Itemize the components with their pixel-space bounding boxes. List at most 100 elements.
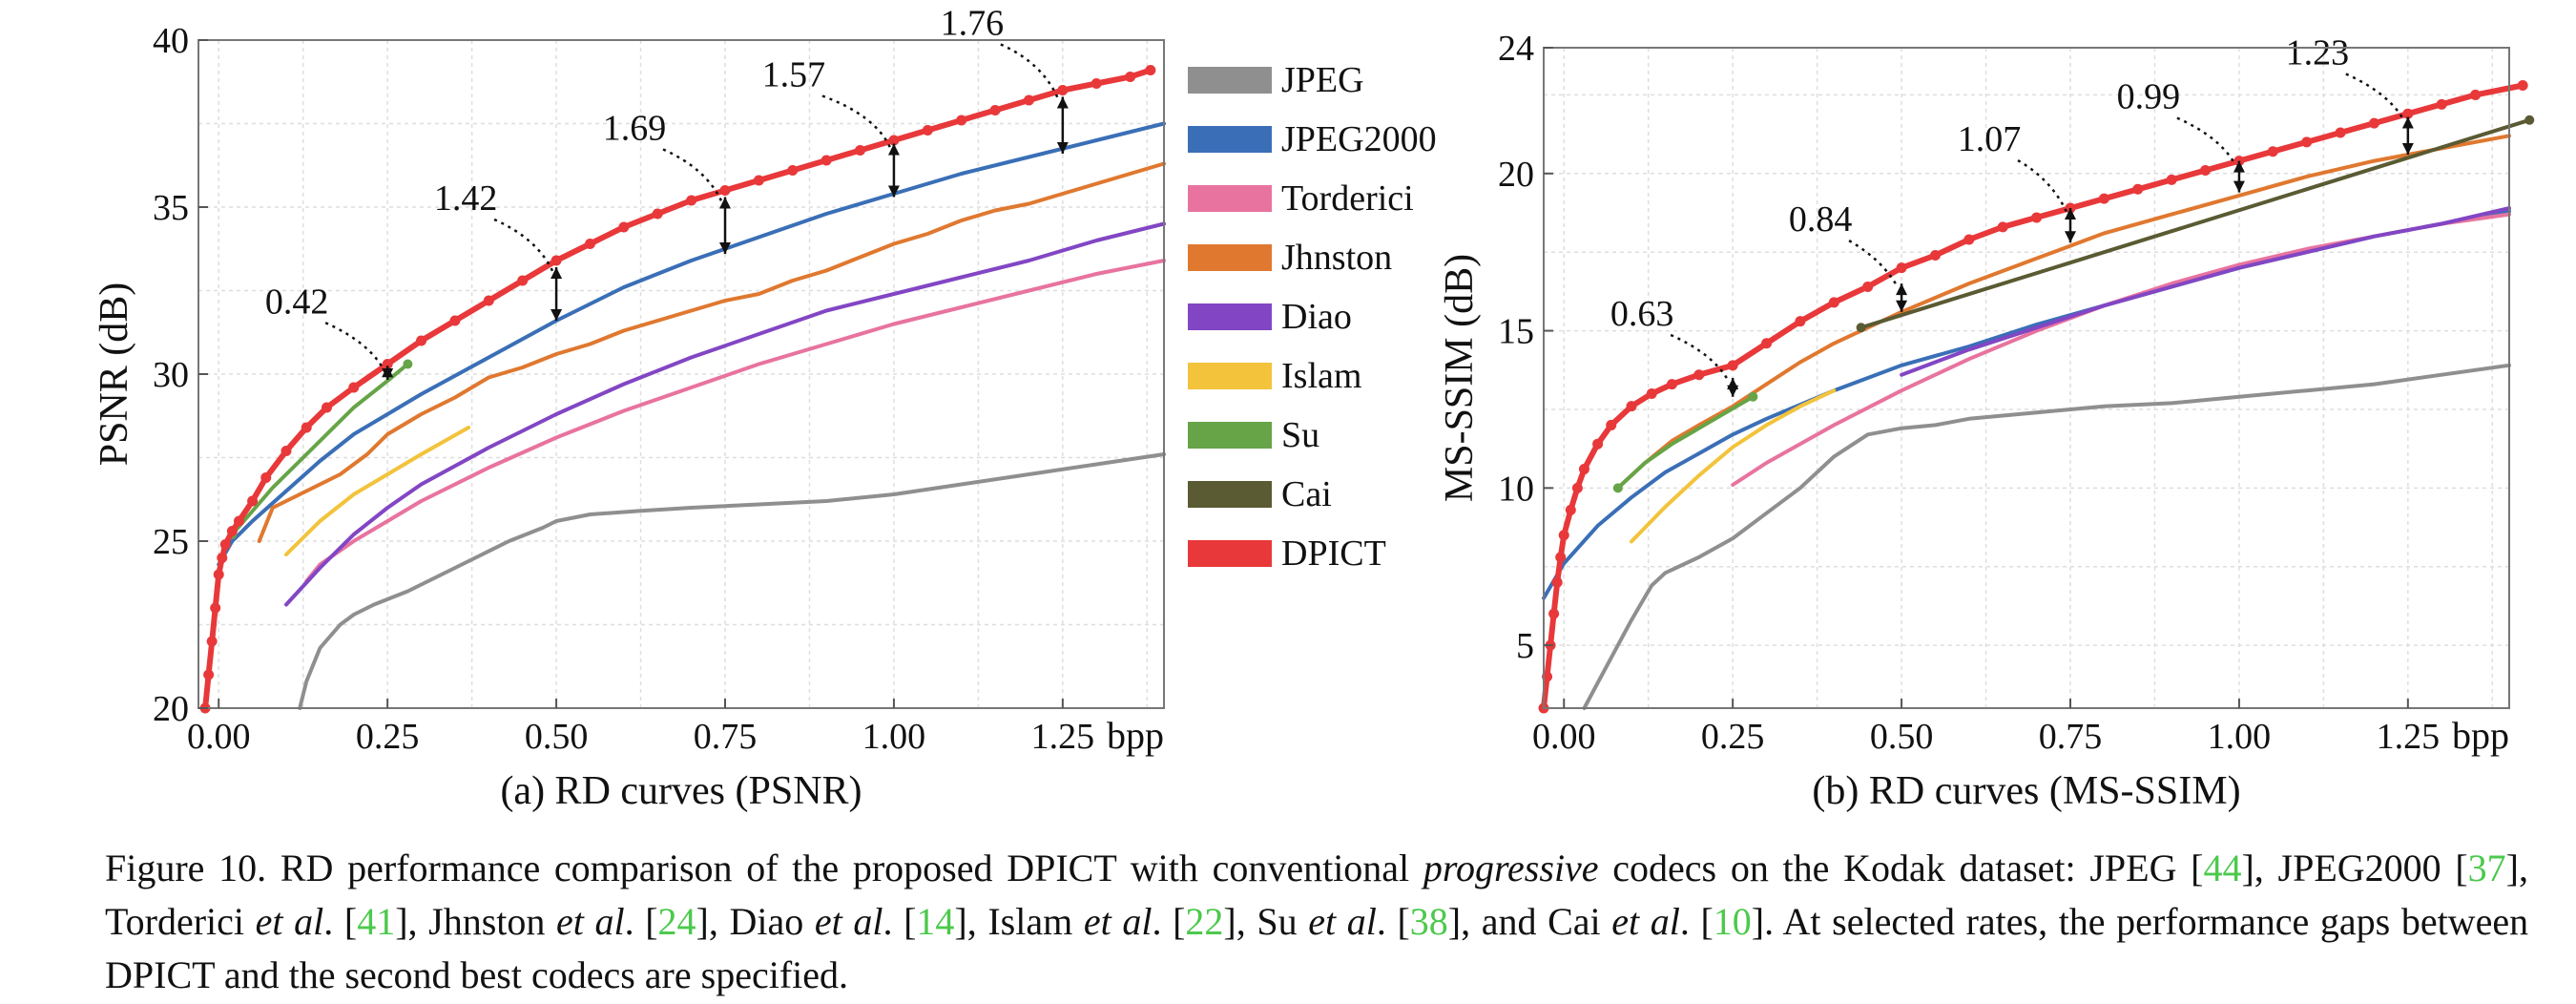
gap-arrowhead bbox=[2401, 116, 2414, 129]
data-point-dpict bbox=[233, 515, 244, 527]
data-point-su bbox=[1612, 483, 1623, 493]
chart-psnr: 0.42 1.42 1.69 1.57 1.76 0.00 0.25 0.50 0.75 1.00… bbox=[93, 4, 1166, 813]
chart-ms-ssim: 0.63 0.84 1.07 0.99 1.23 0.00 0.25 0.50 0.75 1.00… bbox=[1438, 29, 2535, 813]
caption-text: . [ bbox=[1152, 900, 1186, 943]
gap-label: 0.99 bbox=[2117, 77, 2181, 117]
x-tick-label: 0.50 bbox=[525, 717, 589, 757]
y-tick-label: 40 bbox=[153, 21, 189, 61]
series-line-su bbox=[1615, 394, 1755, 491]
data-point-dpict bbox=[787, 165, 799, 176]
caption-text: . [ bbox=[1376, 900, 1410, 943]
gap-arrowhead bbox=[1056, 96, 1069, 109]
caption-text: ], Torderici bbox=[105, 847, 2528, 943]
y-axis-label: PSNR (dB) bbox=[93, 282, 136, 467]
gap-leader bbox=[2176, 116, 2237, 166]
gap-arrowhead bbox=[719, 197, 731, 209]
data-point-dpict bbox=[1571, 482, 1583, 493]
gap-leader bbox=[1848, 240, 1900, 288]
data-point-dpict bbox=[989, 105, 1001, 115]
citation-link[interactable]: 37 bbox=[2467, 847, 2506, 889]
data-point-dpict bbox=[1551, 576, 1563, 588]
gap-arrowhead bbox=[382, 367, 394, 380]
data-point-dpict bbox=[1578, 464, 1589, 475]
data-point-dpict bbox=[203, 669, 215, 680]
series-line-islam bbox=[1630, 388, 1837, 544]
gap-label: 1.57 bbox=[762, 55, 826, 95]
x-tick-label: 1.00 bbox=[862, 717, 926, 757]
data-point-dpict bbox=[213, 569, 224, 580]
data-point-dpict bbox=[2098, 193, 2109, 204]
gap-arrowhead bbox=[551, 267, 563, 279]
series-line-jhnston bbox=[257, 161, 1166, 543]
y-tick-label: 30 bbox=[153, 355, 189, 395]
legend-swatch-jpeg2000 bbox=[1188, 126, 1272, 153]
y-tick-label: 10 bbox=[1498, 469, 1534, 509]
caption-text: ], JPEG2000 [ bbox=[2241, 847, 2468, 889]
gap-leader bbox=[1670, 333, 1731, 383]
gap-arrowhead bbox=[1056, 142, 1069, 154]
gap-arrowhead bbox=[1727, 385, 1739, 397]
data-point-dpict bbox=[217, 553, 228, 563]
gap-arrowhead bbox=[887, 143, 900, 156]
data-point-dpict bbox=[2267, 146, 2278, 157]
series-line-islam bbox=[284, 426, 471, 556]
legend-label-diao: Diao bbox=[1281, 297, 1352, 337]
data-point-dpict bbox=[1963, 234, 1975, 245]
legend-label-jhnston: Jhnston bbox=[1281, 238, 1392, 278]
series-line-su bbox=[230, 362, 410, 536]
data-point-dpict bbox=[956, 115, 967, 126]
caption-italic: et al bbox=[1083, 900, 1153, 943]
citation-link[interactable]: 44 bbox=[2203, 847, 2242, 889]
legend-swatch-diao bbox=[1188, 303, 1272, 330]
data-point-dpict bbox=[1626, 401, 1637, 412]
x-tick-label: 1.25 bbox=[1031, 717, 1095, 757]
data-point-dpict bbox=[1548, 608, 1560, 619]
series-line-diao bbox=[1900, 206, 2511, 377]
legend-label-islam: Islam bbox=[1281, 356, 1361, 396]
data-point-dpict bbox=[301, 422, 312, 433]
figure-caption: Figure 10. RD performance comparison of … bbox=[105, 842, 2528, 1002]
data-point-dpict bbox=[2132, 183, 2144, 195]
citation-link[interactable]: 10 bbox=[1713, 900, 1752, 943]
citation-link[interactable]: 14 bbox=[916, 900, 955, 943]
data-point-dpict bbox=[2335, 127, 2346, 138]
data-point-dpict bbox=[1646, 387, 1657, 399]
legend-label-su: Su bbox=[1281, 415, 1319, 455]
data-point-dpict bbox=[2470, 89, 2482, 100]
series-line-diao bbox=[284, 221, 1166, 607]
x-tick-label: 0.00 bbox=[1532, 717, 1596, 757]
series-line-cai bbox=[1859, 117, 2532, 330]
data-point-dpict bbox=[2200, 165, 2212, 177]
citation-link[interactable]: 41 bbox=[357, 900, 396, 943]
data-point-dpict bbox=[517, 275, 529, 286]
citation-link[interactable]: 38 bbox=[1409, 900, 1448, 943]
data-point-dpict bbox=[2517, 80, 2528, 92]
gap-label: 1.76 bbox=[941, 4, 1005, 44]
data-point-cai bbox=[1856, 323, 1866, 333]
data-point-dpict bbox=[1558, 530, 1569, 541]
gap-arrowhead bbox=[551, 309, 563, 321]
caption-text: ], Diao bbox=[696, 900, 804, 943]
data-point-su bbox=[1748, 391, 1758, 402]
data-point-dpict bbox=[1592, 438, 1604, 450]
citation-link[interactable]: 24 bbox=[657, 900, 696, 943]
series-line-torderici bbox=[304, 259, 1166, 583]
data-point-dpict bbox=[449, 315, 461, 326]
caption-italic: progressive bbox=[1423, 847, 1599, 889]
caption-text: . [ bbox=[624, 900, 658, 943]
gap-arrowhead bbox=[887, 185, 900, 198]
data-point-dpict bbox=[1606, 419, 1617, 430]
y-tick-label: 20 bbox=[1498, 155, 1534, 195]
data-point-dpict bbox=[206, 636, 218, 647]
plot-frame bbox=[1543, 47, 2510, 709]
data-point-dpict bbox=[247, 495, 259, 507]
x-tick-label: 0.00 bbox=[187, 717, 251, 757]
citation-link[interactable]: 22 bbox=[1185, 900, 1224, 943]
data-point-dpict bbox=[483, 295, 494, 306]
data-point-dpict bbox=[382, 359, 393, 369]
data-point-dpict bbox=[2368, 117, 2379, 129]
gap-leader bbox=[2345, 73, 2405, 122]
data-point-dpict bbox=[719, 185, 731, 196]
chart-subtitle: (b) RD curves (MS-SSIM) bbox=[1812, 769, 2240, 813]
legend-swatch-jpeg bbox=[1188, 67, 1272, 94]
